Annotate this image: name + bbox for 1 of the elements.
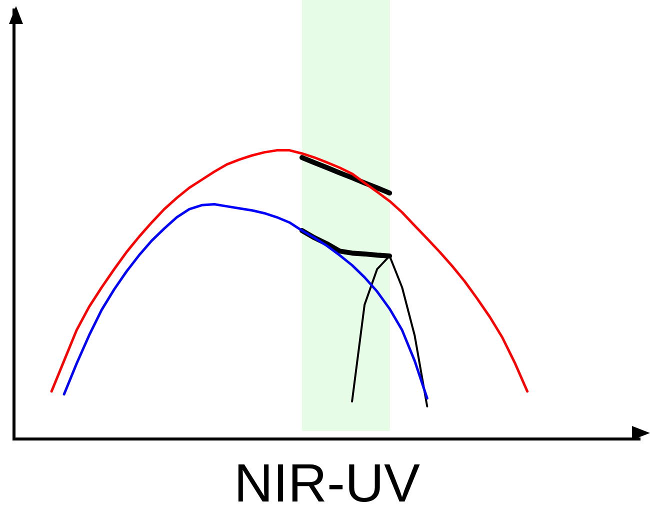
x-axis-title: NIR-UV	[234, 453, 420, 514]
